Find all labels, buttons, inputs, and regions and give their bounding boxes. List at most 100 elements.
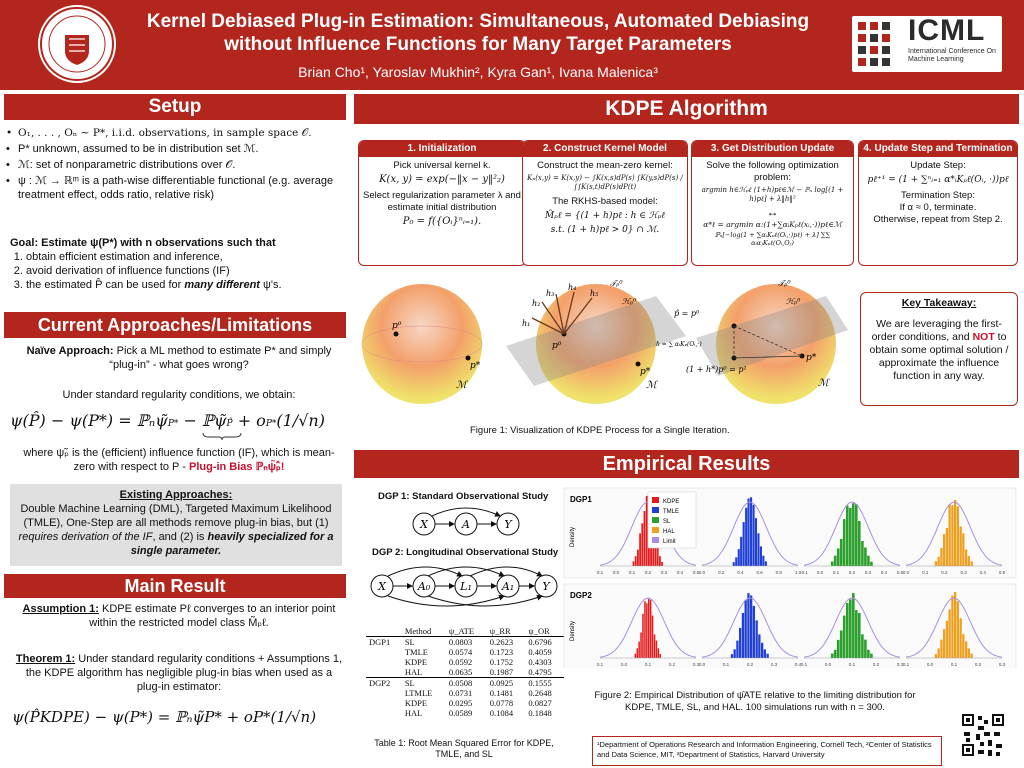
alpha-formula: α*ℓ = argmin α:(1+∑αᵢKₚℓ(xᵢ,·))pℓ∈ℳ — [703, 220, 842, 229]
histogram-bar — [747, 593, 750, 658]
tick-label: 0.1 — [801, 662, 808, 667]
histogram-bar — [737, 549, 740, 566]
poster-header: Kernel Debiased Plug-in Estimation: Simu… — [0, 0, 1024, 90]
table-header: ψ_RR — [486, 626, 526, 637]
histogram-bar — [864, 639, 867, 658]
theorem-body: Under standard regularity conditions + A… — [25, 653, 343, 693]
takeaway-text-1: We are leveraging the first-order condit… — [871, 318, 1002, 343]
naive-label: Naïve Approach: — [26, 345, 114, 357]
step-head: 1. Initialization — [359, 141, 525, 157]
method-cell: SL — [401, 677, 446, 688]
histogram-bar — [934, 654, 938, 658]
equation-rhs: + o — [237, 411, 266, 430]
dgp1-node: A — [461, 518, 470, 531]
rmse-cell: 0.0827 — [528, 698, 552, 708]
histogram-bar — [948, 609, 951, 658]
equivalence-arrow: ↔ — [766, 205, 779, 219]
dgp1-node: Y — [504, 518, 513, 531]
step-line: If α ≈ 0, terminate. — [899, 202, 977, 213]
histogram-bar — [870, 561, 873, 566]
tick-label: 0.0 — [927, 662, 934, 667]
label-H: ℋₚ⁰ — [622, 297, 637, 306]
tick-label: 0.1 — [645, 662, 652, 667]
histogram-bar — [943, 534, 946, 566]
histogram-bar — [970, 653, 973, 658]
kernel-formula: K(x, y) = exp(−‖x − y‖²₂) — [379, 174, 505, 185]
histogram-bar — [858, 613, 861, 658]
histogram-bar — [758, 634, 761, 658]
histogram-bar — [732, 562, 735, 566]
step-distribution-update: 3. Get Distribution Update Solve the fol… — [691, 140, 854, 266]
tick-label: 0.0 — [613, 570, 620, 575]
tick-label: 0.3 — [897, 662, 904, 667]
table-row: HAL 0.0635 0.1987 0.4795 — [366, 667, 564, 678]
dgp1-node: X — [419, 518, 429, 531]
step-line: Construct the mean-zero kernel: — [537, 160, 673, 171]
histogram-bar — [836, 639, 840, 658]
limit-curve — [905, 501, 1003, 566]
tick-label: 0.1 — [723, 662, 730, 667]
table-1-caption: Table 1: Root Mean Squared Error for KDP… — [374, 738, 554, 759]
table-row: DGP1 SL 0.0803 0.2623 0.6796 — [366, 636, 564, 647]
histogram-bar — [951, 595, 954, 658]
table-header — [366, 626, 402, 637]
histogram-bar — [764, 561, 767, 566]
equation-tail: (1/√n) — [276, 411, 325, 430]
histogram-bar — [755, 620, 758, 658]
tick-label: 0.2 — [669, 662, 676, 667]
optimization-formula: argmin h∈ℋₚℓ (1+h)pℓ∈ℳ − ℙₙ log[(1 + h)p… — [701, 186, 844, 203]
dgp-cell: DGP1 — [366, 636, 402, 647]
histogram-bar — [855, 610, 858, 658]
tick-label: 0.1 — [833, 570, 840, 575]
histogram-bar — [967, 648, 970, 658]
step-head: 3. Get Distribution Update — [692, 141, 853, 157]
histogram-panel — [563, 487, 1017, 579]
alpha-objective: ℙₙ[−log(1 + ∑αᵢKₚℓ(Oᵢ,·)pℓ) + λ] ∑∑ αᵢαⱼ… — [714, 231, 831, 247]
initial-distribution-formula: P₀ = f({Oᵢ}ⁿᵢ₌₁). — [402, 216, 482, 227]
limit-curve — [803, 597, 901, 658]
histogram-bar — [965, 549, 968, 566]
existing-approaches-box: Existing Approaches: Double Machine Lear… — [10, 484, 342, 566]
empirical-results-title: Empirical Results — [354, 450, 1019, 478]
histogram-bar — [750, 497, 753, 566]
histogram-bar — [962, 634, 965, 658]
histogram-bar — [655, 640, 658, 658]
equation-lhs: ψ(P̂) − ψ(P*) = ℙₙψ̃ — [10, 411, 168, 430]
table-row: KDPE 0.0295 0.0778 0.0827 — [366, 698, 564, 708]
histogram-bar — [752, 504, 755, 566]
naive-body: Pick a ML method to estimate P* and simp… — [109, 345, 332, 371]
histogram-bar — [754, 518, 757, 566]
histogram-bar — [945, 620, 949, 658]
main-result-title: Main Result — [4, 574, 346, 598]
histogram-bar — [735, 557, 738, 566]
limit-curve — [599, 597, 697, 658]
tick-label: 0.2 — [645, 570, 652, 575]
rkhs-model-formula: M̃ₚℓ = {(1 + h)pℓ : h ∈ ℋₚℓ — [544, 211, 666, 221]
step-initialization: 1. Initialization Pick universal kernel … — [358, 140, 526, 266]
poster-authors: Brian Cho¹, Yaroslav Mukhin², Kyra Gan¹,… — [298, 64, 658, 80]
goal-item: avoid derivation of influence functions … — [26, 264, 355, 278]
tick-label: 0.1 — [629, 570, 636, 575]
histogram-bar — [636, 648, 638, 658]
label-T-3: 𝒯ₚ⁰ — [778, 279, 791, 288]
histogram-bar — [657, 648, 660, 658]
sphere-tangent-space — [506, 284, 686, 404]
label-p0-2: p⁰ — [552, 341, 562, 351]
plugin-bias-label: Plug-in Bias ℙₙψ̃ₚ̂! — [188, 461, 285, 473]
where-body: where ψ̃ₚ is the (efficient) influence f… — [23, 447, 335, 473]
histogram-bar — [763, 649, 766, 658]
tick-label: 0.4 — [881, 570, 888, 575]
qr-code-icon[interactable] — [960, 712, 1006, 758]
label-phat: p̂ = p⁰ — [674, 309, 700, 318]
rmse-cell: 0.1848 — [528, 708, 552, 718]
dgp1-title: DGP 1: Standard Observational Study — [378, 491, 549, 502]
tick-label: 0.3 — [999, 662, 1006, 667]
tick-label: 0.3 — [693, 662, 700, 667]
table-header: ψ_OR — [525, 626, 564, 637]
histogram-bar — [962, 533, 965, 566]
histogram-bar — [951, 505, 954, 566]
histogram-bar — [842, 615, 846, 658]
label-h5: h₅ — [590, 289, 599, 298]
label-hsum: h = ∑ αᵢKₚ(Oᵢ,·) — [656, 341, 702, 348]
